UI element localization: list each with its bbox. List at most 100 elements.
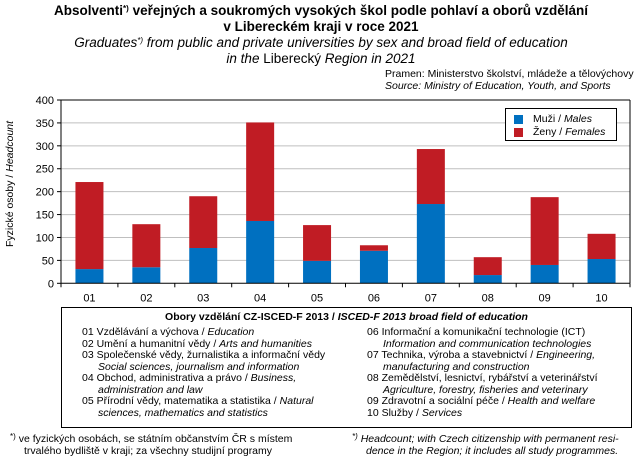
footnote-cz: *) ve fyzických osobách, se státním obča…	[10, 432, 293, 457]
field-cz: 07 Technika, výroba a stavebnictví /	[367, 349, 537, 361]
y-tick-label: 300	[36, 141, 54, 153]
bar-males-07	[416, 204, 445, 284]
field-en-cont: sciences, mathematics and statistics	[98, 406, 268, 419]
title-en-region: Liberecký	[263, 51, 321, 66]
x-tick-label: 10	[595, 292, 607, 304]
bar-females-03	[189, 196, 218, 249]
field-en: Education	[207, 326, 255, 338]
source: Pramen: Ministerstvo školství, mládeže a…	[385, 68, 634, 92]
bar-males-03	[189, 248, 218, 284]
source-en: Source: Ministry of Education, Youth, an…	[385, 80, 611, 92]
field-cz: 04 Obchod, administrativa a právo /	[82, 372, 251, 384]
source-cz: Pramen: Ministerstvo školství, mládeže a…	[385, 68, 634, 80]
bar-males-05	[303, 260, 332, 284]
fields-heading-en: ISCED-F 2013 broad field of education	[337, 311, 528, 323]
bar-males-01	[75, 269, 104, 284]
field-en: Services	[421, 406, 463, 419]
footnote-mark-cz: *)	[10, 432, 16, 441]
legend-label-males-en: Males	[563, 113, 592, 125]
field-en: Business,	[250, 372, 297, 384]
title-en-line2-a: in the	[226, 51, 264, 66]
field-item-08: 08 Zemědělství, lesnictví, rybářství a v…	[367, 372, 598, 396]
field-cz: 06 Informační a komunikační technologie …	[367, 326, 586, 338]
field-cz: 01 Vzdělávání a výchova /	[82, 326, 208, 338]
x-tick-label: 09	[539, 292, 551, 304]
fields-heading: Obory vzdělání CZ-ISCED-F 2013 / ISCED-F…	[62, 311, 631, 324]
footnote-cz-line2: trvalého bydliště v kraji; za všechny st…	[24, 445, 273, 457]
bar-chart: 01 02 03 04 05 06 07 08 09 1005010015020025030035…	[36, 95, 631, 304]
bar-females-08	[473, 257, 502, 276]
bar-males-08	[473, 275, 502, 284]
field-cz: 10 Služby /	[367, 406, 422, 419]
fields-column-right: 06 Informační a komunikační technologie …	[367, 326, 598, 420]
field-cz: 02 Umění a humanitní vědy /	[82, 337, 220, 350]
field-cz: 09 Zdravotní a sociální péče /	[367, 395, 508, 407]
bar-females-04	[246, 122, 275, 221]
field-en: Social sciences, journalism and informat…	[98, 360, 300, 373]
legend: Muži / Males Ženy / Females	[505, 108, 617, 141]
field-item-02: 02 Umění a humanitní vědy / Arts and hum…	[82, 337, 325, 351]
chart-title-cz: Absolventi*) veřejných a soukromých vyso…	[0, 3, 642, 35]
bar-females-06	[359, 245, 388, 251]
legend-item-males: Muži / Males	[514, 113, 592, 125]
field-item-04: 04 Obchod, administrativa a právo / Busi…	[82, 372, 325, 396]
title-footnote-mark: *)	[123, 4, 129, 13]
field-item-10: 10 Služby / Services	[367, 406, 598, 420]
legend-label-males-cz: Muži	[533, 113, 556, 125]
footnote-mark-en: *)	[352, 432, 358, 441]
chart-title-en: Graduates*) from public and private univ…	[0, 35, 642, 67]
field-item-07: 07 Technika, výroba a stavebnictví / Eng…	[367, 349, 598, 373]
field-cz: 03 Společenské vědy, žurnalistika a info…	[82, 349, 326, 361]
legend-label-females-cz: Ženy	[533, 126, 557, 138]
title-cz-rest: veřejných a soukromých vysokých škol pod…	[128, 3, 588, 18]
field-item-06: 06 Informační a komunikační technologie …	[367, 326, 598, 350]
title-en-line2-c: Region in 2021	[320, 51, 416, 66]
y-tick-label: 250	[36, 164, 54, 176]
x-tick-label: 04	[254, 292, 266, 304]
footnote-cz-line1: ve fyzických osobách, se státním občanst…	[18, 433, 293, 445]
y-tick-label: 0	[48, 278, 54, 290]
bar-males-02	[132, 267, 161, 284]
field-en: Natural	[279, 395, 314, 407]
bar-females-05	[303, 225, 332, 261]
bar-females-10	[587, 233, 616, 260]
bar-males-06	[359, 250, 388, 284]
footnote-en-line1: Headcount; with Czech citizenship with p…	[360, 433, 619, 445]
y-axis-label-cz: Fyzické osoby	[4, 180, 16, 248]
bar-females-09	[530, 197, 559, 265]
field-cz: 05 Přírodní vědy, matematika a statistik…	[82, 395, 280, 407]
fields-column-left: 01 Vzdělávání a výchova / Education 02 U…	[82, 326, 326, 419]
x-tick-label: 08	[482, 292, 494, 304]
footnote-en-line2: dence in the Region; it includes all stu…	[366, 445, 619, 457]
field-en: Arts and humanities	[219, 337, 312, 350]
bar-females-02	[132, 224, 161, 268]
bar-males-09	[530, 264, 559, 284]
fields-heading-cz: Obory vzdělání CZ-ISCED-F 2013 /	[165, 311, 338, 323]
x-tick-label: 07	[425, 292, 437, 304]
y-axis-label-en: Headcount	[4, 120, 16, 172]
x-tick-label: 03	[197, 292, 209, 304]
legend-item-females: Ženy / Females	[514, 126, 605, 138]
field-en-cont: manufacturing and construction	[383, 360, 530, 373]
legend-label-females-en: Females	[565, 126, 606, 138]
title-en-footnote-mark: *)	[137, 36, 144, 45]
field-en: Engineering,	[536, 349, 596, 361]
bar-females-01	[75, 182, 104, 270]
field-item-03: 03 Společenské vědy, žurnalistika a info…	[82, 349, 326, 373]
field-cz: 08 Zemědělství, lesnictví, rybářství a v…	[367, 372, 598, 384]
field-en: Information and communication technologi…	[383, 337, 592, 350]
field-item-05: 05 Přírodní vědy, matematika a statistik…	[82, 395, 325, 419]
bar-males-04	[246, 220, 275, 284]
legend-swatch-females	[514, 127, 523, 137]
field-item-01: 01 Vzdělávání a výchova / Education	[82, 326, 325, 339]
footnote-en: *) Headcount; with Czech citizenship wit…	[352, 432, 619, 457]
legend-swatch-males	[514, 114, 523, 124]
title-cz-line2: v Libereckém kraji v roce 2021	[223, 19, 419, 34]
y-tick-label: 150	[36, 210, 54, 222]
y-tick-label: 100	[36, 232, 54, 244]
x-tick-label: 01	[83, 292, 95, 304]
field-item-09: 09 Zdravotní a sociální péče / Health an…	[367, 395, 598, 408]
y-tick-label: 350	[36, 118, 54, 130]
field-en-cont: administration and law	[98, 383, 203, 396]
title-en-text: Graduates	[74, 35, 138, 50]
